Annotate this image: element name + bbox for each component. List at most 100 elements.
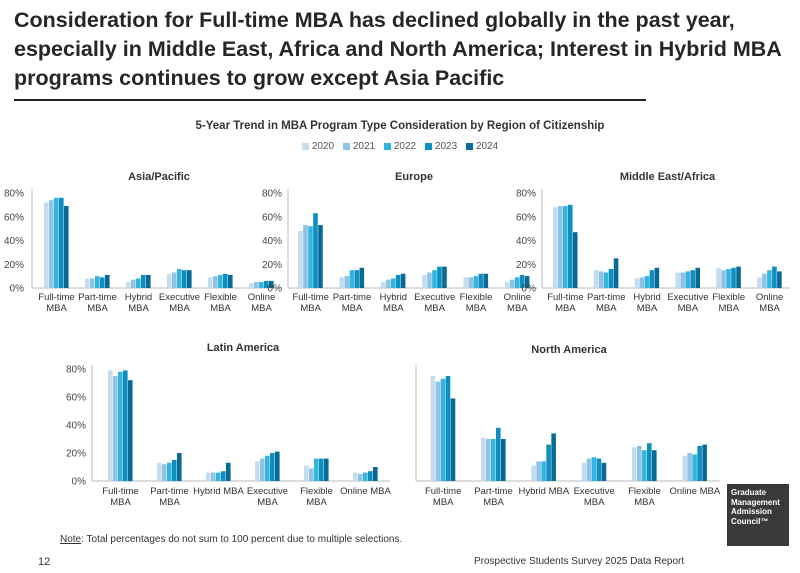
- bar: [157, 462, 162, 481]
- bar: [270, 453, 275, 481]
- x-tick-label: Executive MBA: [574, 486, 615, 508]
- bar: [567, 204, 573, 288]
- bar: [167, 273, 172, 288]
- title-underline: [14, 99, 646, 101]
- bar: [118, 371, 123, 481]
- bar: [682, 455, 687, 481]
- bar: [481, 437, 486, 481]
- chart-title: Europe: [395, 171, 433, 183]
- bar: [634, 278, 640, 288]
- x-tick-label: Part-time MBA: [333, 292, 372, 314]
- bar: [249, 283, 254, 288]
- bar: [468, 277, 474, 288]
- bar: [777, 271, 782, 288]
- bar: [687, 453, 692, 481]
- y-tick-label: 80%: [4, 189, 24, 200]
- bar: [400, 273, 406, 288]
- bar: [218, 274, 223, 288]
- y-tick-label: 80%: [66, 365, 86, 376]
- bar: [504, 282, 510, 288]
- bar: [85, 278, 90, 288]
- bar: [695, 267, 701, 288]
- bar: [647, 443, 652, 481]
- bar: [654, 267, 660, 288]
- bar: [536, 461, 541, 481]
- bar: [255, 461, 260, 481]
- legend-label: 2024: [475, 141, 499, 152]
- bar: [572, 232, 578, 288]
- bar: [324, 458, 329, 481]
- chart-title: Asia/Pacific: [128, 171, 190, 183]
- bar: [437, 266, 442, 288]
- bar: [767, 270, 772, 288]
- x-tick-label: Hybrid MBA: [125, 292, 152, 314]
- bar: [368, 471, 373, 481]
- x-tick-label: Full-time MBA: [547, 292, 583, 314]
- logo-line: Admission: [731, 507, 772, 516]
- bar: [644, 276, 650, 288]
- legend-label: 2022: [393, 141, 417, 152]
- legend-label: 2020: [311, 141, 335, 152]
- bar: [208, 277, 213, 288]
- bar: [762, 273, 767, 288]
- bar: [427, 272, 432, 288]
- bar: [298, 231, 303, 288]
- logo-line: Graduate: [731, 488, 767, 497]
- x-tick-label: Flexible MBA: [460, 292, 493, 314]
- bar: [318, 225, 323, 288]
- bar: [598, 271, 604, 288]
- bar: [551, 433, 556, 481]
- x-tick-label: Part-time MBA: [150, 486, 189, 508]
- bar: [690, 270, 696, 288]
- legend-label: 2023: [434, 141, 458, 152]
- bar: [581, 462, 587, 481]
- bar: [344, 276, 350, 288]
- bar: [491, 439, 496, 481]
- bar: [524, 276, 530, 288]
- bar: [593, 270, 599, 288]
- bar: [603, 272, 609, 288]
- footnote: Note: Total percentages do not sum to 10…: [60, 534, 402, 545]
- bar: [380, 282, 386, 288]
- legend-item: 2020: [301, 141, 335, 152]
- bar: [531, 465, 536, 481]
- bar: [546, 444, 551, 481]
- bar: [721, 270, 726, 288]
- bar: [269, 280, 274, 288]
- legend-item: 2022: [383, 141, 417, 152]
- bar: [652, 450, 657, 481]
- bar: [172, 272, 177, 288]
- bar: [685, 271, 691, 288]
- y-tick-label: 0%: [72, 477, 87, 488]
- bar: [228, 274, 233, 288]
- bar: [613, 258, 619, 288]
- bar: [632, 447, 637, 481]
- bar: [519, 274, 525, 288]
- x-tick-label: Part-time MBA: [474, 486, 513, 508]
- x-tick-label: Online MBA: [248, 292, 275, 314]
- bar: [358, 474, 363, 481]
- bar: [675, 272, 681, 288]
- bar: [450, 398, 456, 481]
- bar: [680, 272, 686, 288]
- x-tick-label: Full-time MBA: [292, 292, 328, 314]
- bar: [557, 206, 563, 288]
- bar: [275, 451, 280, 481]
- bar: [496, 427, 501, 481]
- bar: [339, 277, 345, 288]
- y-tick-label: 40%: [4, 236, 24, 247]
- bar: [363, 472, 368, 481]
- bar: [390, 278, 396, 288]
- bar: [731, 267, 736, 288]
- bar: [473, 276, 479, 288]
- x-tick-label: Hybrid MBA: [518, 486, 569, 497]
- bar: [95, 276, 100, 288]
- bar: [736, 266, 741, 288]
- bar: [304, 465, 309, 481]
- bar: [445, 376, 451, 481]
- bar: [128, 380, 133, 481]
- bar: [702, 444, 707, 481]
- bar: [206, 472, 211, 481]
- x-tick-label: Executive MBA: [247, 486, 288, 508]
- x-tick-label: Hybrid MBA: [633, 292, 660, 314]
